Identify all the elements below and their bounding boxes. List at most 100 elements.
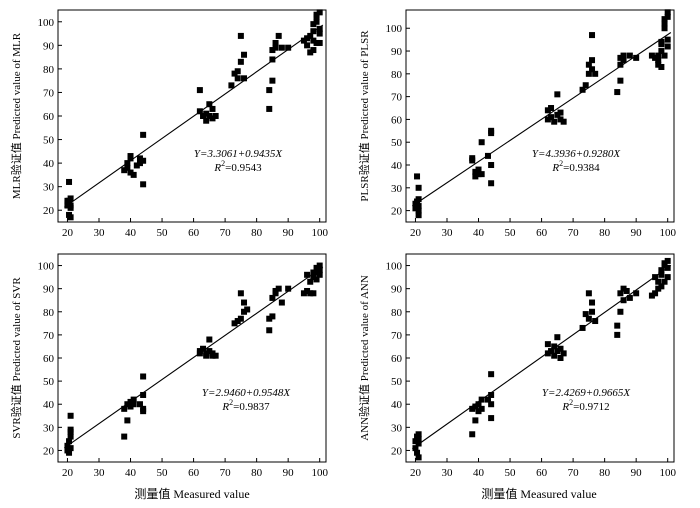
data-point xyxy=(127,398,134,405)
data-point xyxy=(241,75,248,82)
x-tick-label: 50 xyxy=(157,467,169,479)
data-point xyxy=(557,116,564,123)
data-point xyxy=(140,157,147,164)
data-point xyxy=(472,403,479,410)
data-point xyxy=(140,131,147,138)
data-point xyxy=(278,299,285,306)
y-tick-label: 70 xyxy=(43,330,55,342)
data-point xyxy=(269,294,276,301)
data-point xyxy=(585,70,592,77)
x-tick-label: 20 xyxy=(62,227,74,239)
data-point xyxy=(488,415,495,422)
data-point xyxy=(664,264,671,271)
data-point xyxy=(544,116,551,123)
y-tick-label: 100 xyxy=(386,23,403,35)
data-point xyxy=(231,320,238,327)
data-point xyxy=(313,264,320,271)
y-tick-label: 30 xyxy=(43,182,55,194)
data-point xyxy=(544,350,551,357)
y-tick-label: 100 xyxy=(386,261,403,273)
data-point xyxy=(310,47,317,54)
x-tick-label: 20 xyxy=(410,227,422,239)
data-point xyxy=(661,52,668,59)
data-point xyxy=(658,283,665,290)
data-point xyxy=(130,171,137,178)
data-point xyxy=(554,91,561,98)
x-tick-label: 70 xyxy=(568,467,580,479)
y-tick-label: 90 xyxy=(43,284,55,296)
y-tick-label: 80 xyxy=(391,307,403,319)
data-point xyxy=(241,51,248,58)
data-point xyxy=(206,101,213,108)
data-point xyxy=(415,431,422,438)
x-tick-label: 80 xyxy=(251,227,263,239)
data-point xyxy=(620,57,627,64)
data-point xyxy=(633,290,640,297)
data-point xyxy=(304,287,311,294)
data-point xyxy=(548,114,555,121)
y-tick-label: 60 xyxy=(43,353,55,365)
data-point xyxy=(313,18,320,25)
panel-plsr: 20 30 40 50 60 70 80 90 100 20 30 40 50 60 70 80 90 100 PL… xyxy=(357,9,676,239)
data-point xyxy=(617,308,624,315)
data-point xyxy=(617,77,624,84)
data-point xyxy=(620,285,627,292)
data-point xyxy=(614,89,621,96)
data-point xyxy=(664,9,671,16)
y-tick-label: 70 xyxy=(391,92,403,104)
x-tick-label: 60 xyxy=(536,227,548,239)
data-point xyxy=(209,115,216,122)
data-point xyxy=(278,44,285,51)
y-tick-label: 50 xyxy=(391,376,403,388)
data-point xyxy=(617,290,624,297)
data-point xyxy=(231,70,238,77)
x-tick-label: 80 xyxy=(599,467,611,479)
data-point xyxy=(300,37,307,44)
data-point xyxy=(652,290,659,297)
y-tick-label: 40 xyxy=(43,399,55,411)
regression-line xyxy=(411,265,672,450)
data-point xyxy=(237,290,244,297)
data-point xyxy=(316,262,323,269)
data-point xyxy=(310,274,317,281)
r-superscript: 2 xyxy=(229,398,233,407)
y-tick-label: 20 xyxy=(391,206,403,218)
data-point xyxy=(140,373,147,380)
data-point xyxy=(140,408,147,415)
data-point xyxy=(658,267,665,274)
data-point xyxy=(475,401,482,408)
data-point xyxy=(266,315,273,322)
data-point xyxy=(633,54,640,61)
r-superscript: 2 xyxy=(559,159,563,168)
data-point xyxy=(655,61,662,68)
y-tick-label: 70 xyxy=(43,87,55,99)
y-tick-label: 20 xyxy=(43,205,55,217)
data-point xyxy=(585,61,592,68)
data-point xyxy=(313,269,320,276)
plot-frame xyxy=(405,9,675,223)
data-point xyxy=(310,37,317,44)
data-point xyxy=(548,105,555,112)
x-tick-label: 70 xyxy=(568,227,580,239)
data-point xyxy=(664,257,671,264)
data-point xyxy=(269,47,276,54)
y-tick-label: 30 xyxy=(391,183,403,195)
regression-line xyxy=(63,24,324,208)
data-point xyxy=(212,113,219,119)
data-point xyxy=(307,278,314,285)
x-tick-label: 90 xyxy=(631,227,643,239)
panel-mlr: 20 30 40 50 60 70 80 90 100 20 30 40 50 60 70 80 90 100 ML… xyxy=(9,9,328,239)
x-tick-label: 60 xyxy=(188,227,200,239)
data-point xyxy=(66,449,73,456)
data-point xyxy=(589,57,596,64)
y-tick-label: 100 xyxy=(38,261,55,273)
data-point xyxy=(234,318,241,325)
data-point xyxy=(313,11,320,18)
data-point xyxy=(655,52,662,59)
data-point xyxy=(415,440,422,447)
data-point xyxy=(285,44,292,51)
data-point xyxy=(241,299,248,306)
data-point xyxy=(121,405,128,412)
r-squared: R2=0.9712 xyxy=(561,398,609,413)
